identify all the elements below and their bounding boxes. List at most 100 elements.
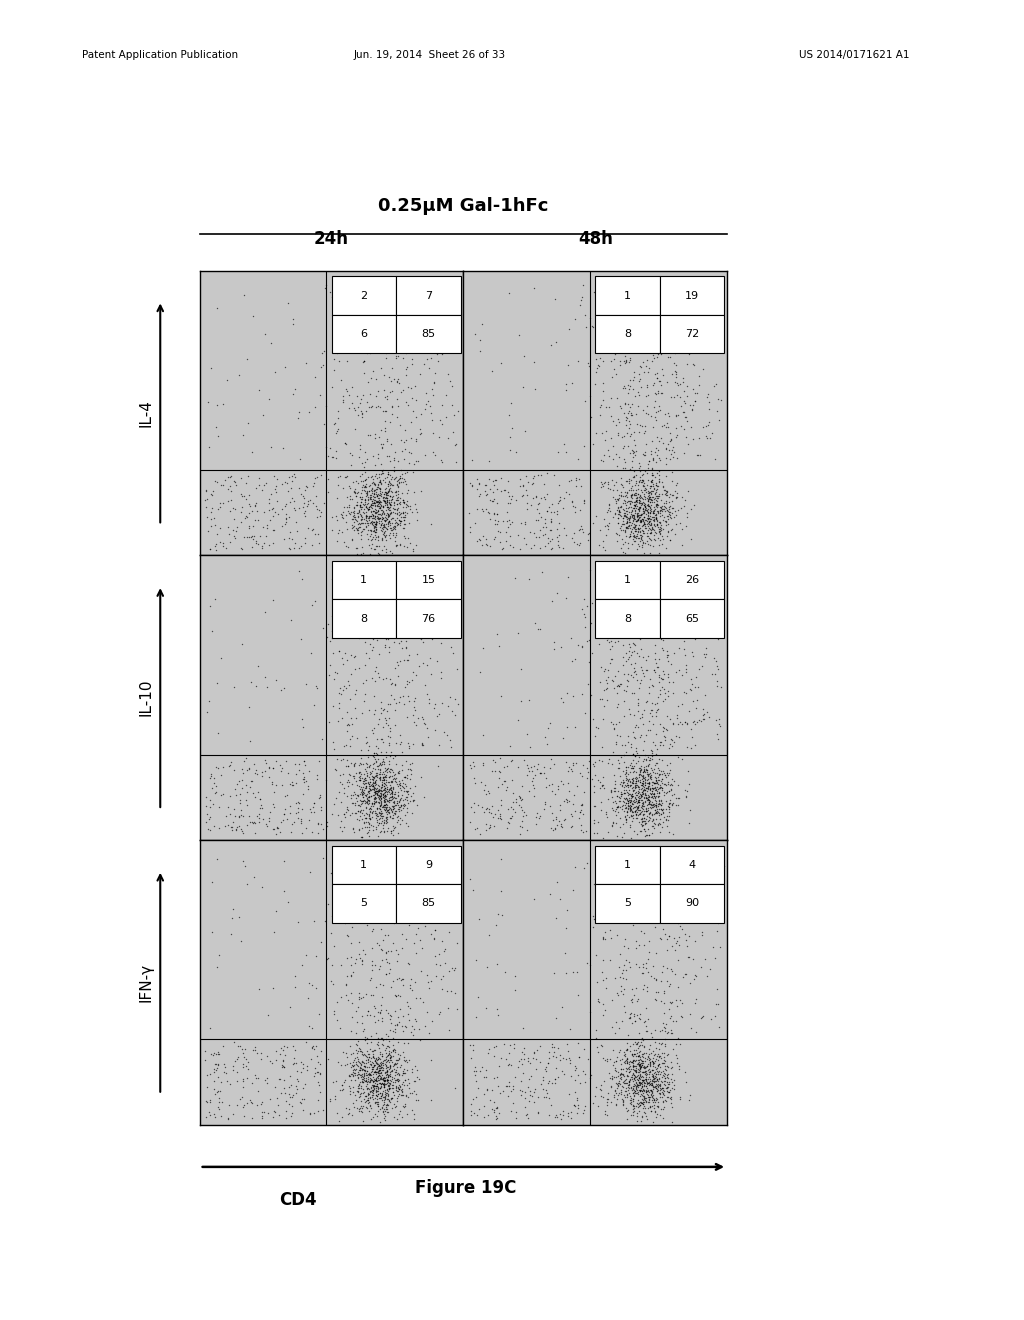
- Point: [267, 1040, 284, 1061]
- Point: [357, 808, 374, 829]
- Point: [544, 529, 560, 550]
- Point: [385, 1039, 401, 1060]
- Point: [590, 319, 606, 341]
- Point: [384, 498, 400, 519]
- Point: [650, 793, 667, 814]
- Point: [613, 772, 630, 793]
- Point: [615, 771, 632, 792]
- Point: [375, 1052, 391, 1073]
- Point: [645, 771, 662, 792]
- Point: [626, 498, 642, 519]
- Point: [671, 977, 687, 998]
- Point: [380, 779, 396, 800]
- Point: [366, 777, 382, 799]
- Point: [647, 1068, 664, 1089]
- Point: [358, 498, 375, 519]
- Point: [711, 709, 727, 730]
- Point: [390, 1078, 407, 1100]
- Point: [359, 488, 376, 510]
- Point: [600, 1082, 616, 1104]
- Point: [617, 517, 634, 539]
- Point: [597, 999, 613, 1020]
- Point: [227, 1051, 244, 1072]
- Point: [369, 783, 385, 804]
- Point: [362, 1032, 379, 1053]
- Point: [399, 1052, 416, 1073]
- Point: [372, 760, 388, 781]
- Point: [374, 508, 390, 529]
- Point: [694, 921, 711, 942]
- Point: [503, 1055, 519, 1076]
- Point: [666, 330, 682, 351]
- Point: [613, 331, 630, 352]
- Point: [360, 793, 377, 814]
- Point: [626, 789, 642, 810]
- Point: [471, 341, 487, 362]
- Point: [350, 609, 367, 630]
- Point: [688, 697, 705, 718]
- Point: [367, 779, 383, 800]
- Point: [389, 494, 406, 515]
- Point: [476, 1084, 493, 1105]
- Point: [354, 986, 371, 1007]
- Point: [677, 886, 693, 907]
- Point: [417, 915, 433, 936]
- Point: [636, 776, 652, 797]
- Point: [334, 1074, 350, 1096]
- Point: [391, 494, 408, 515]
- Point: [663, 387, 679, 408]
- Point: [615, 486, 632, 507]
- Point: [639, 977, 655, 998]
- Point: [631, 1007, 647, 1028]
- Point: [647, 774, 664, 795]
- Point: [503, 488, 519, 510]
- Point: [373, 1001, 389, 1022]
- Point: [631, 498, 647, 519]
- Text: 2: 2: [360, 290, 368, 301]
- Point: [369, 1092, 385, 1113]
- Point: [652, 1082, 669, 1104]
- Point: [648, 494, 665, 515]
- Point: [644, 276, 660, 297]
- Point: [359, 339, 376, 360]
- Point: [383, 820, 399, 841]
- Point: [602, 576, 618, 597]
- Point: [633, 486, 649, 507]
- Point: [336, 804, 352, 825]
- Point: [648, 479, 665, 500]
- Point: [335, 477, 351, 498]
- Point: [481, 801, 498, 822]
- Point: [373, 1074, 389, 1096]
- Point: [378, 628, 394, 649]
- Point: [389, 792, 406, 813]
- Point: [340, 319, 356, 341]
- Point: [625, 743, 641, 764]
- Point: [396, 525, 413, 546]
- Point: [567, 496, 584, 517]
- Point: [371, 767, 387, 788]
- Point: [401, 759, 418, 780]
- Point: [353, 536, 370, 557]
- Point: [267, 822, 284, 843]
- Point: [366, 512, 382, 533]
- Point: [368, 774, 384, 795]
- Point: [341, 397, 357, 418]
- Point: [367, 529, 383, 550]
- Point: [380, 628, 396, 649]
- Point: [371, 1056, 387, 1077]
- Point: [607, 1094, 624, 1115]
- Point: [631, 513, 647, 535]
- Point: [650, 381, 667, 403]
- Point: [646, 1089, 663, 1110]
- Point: [634, 465, 650, 486]
- Point: [421, 560, 437, 581]
- Point: [344, 1007, 360, 1028]
- Point: [643, 742, 659, 763]
- Point: [645, 1051, 662, 1072]
- Point: [548, 1057, 564, 1078]
- Point: [217, 1057, 233, 1078]
- Point: [361, 1072, 378, 1093]
- Point: [624, 785, 640, 807]
- Point: [634, 480, 650, 502]
- Point: [390, 863, 407, 884]
